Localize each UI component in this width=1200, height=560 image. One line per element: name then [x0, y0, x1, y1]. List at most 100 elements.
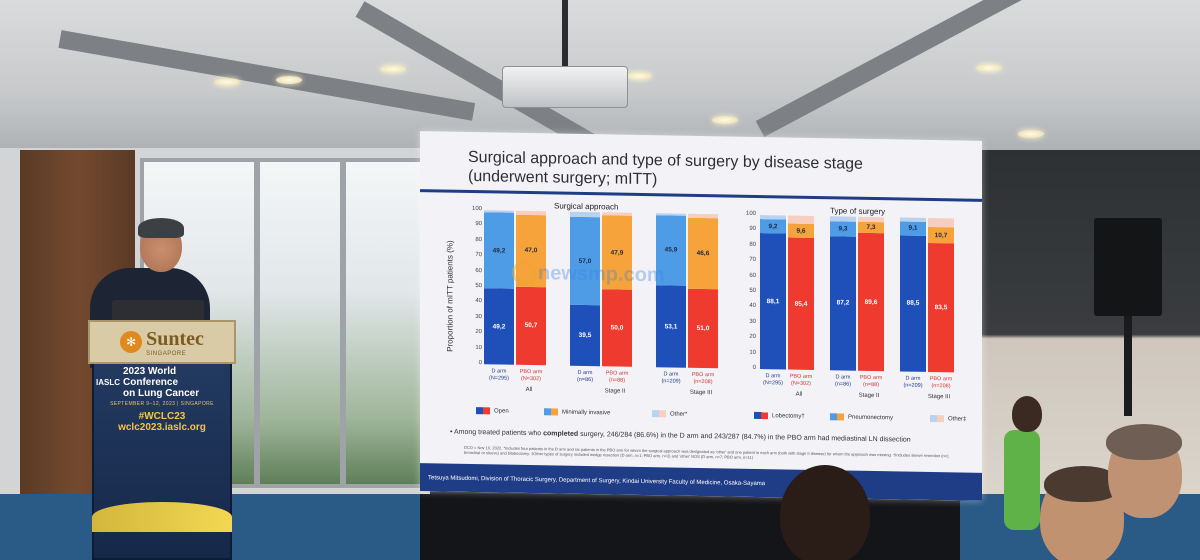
y-tick-label: 90: [749, 226, 756, 233]
x-tick-label: PBO arm (N=302): [789, 373, 813, 387]
x-tick-label: PBO arm (n=208): [929, 375, 953, 390]
legend-swatch: [652, 410, 659, 418]
y-tick-label: 0: [752, 364, 756, 371]
loudspeaker-stand: [1124, 316, 1132, 416]
bar-data-label: 9,3: [838, 225, 848, 233]
projector-mount: [562, 0, 568, 70]
chart-y-axis-label: Proportion of mITT patients (%): [445, 240, 455, 352]
legend-label: Minimally invasive: [562, 409, 611, 416]
bar-segment-other: [858, 216, 884, 222]
bar-segment-minimally-invasive: 49,2: [484, 212, 514, 289]
bar-segment-open: 50,7: [516, 286, 546, 366]
legend-label: Pneumonectomy: [848, 414, 894, 421]
bar-segment-open: 50,0: [602, 289, 632, 367]
y-tick-label: 60: [749, 272, 756, 279]
bar-data-label: 83,5: [934, 304, 948, 312]
bar-segment-pneumonectomy: 10,7: [928, 226, 954, 244]
y-tick-label: 20: [749, 334, 756, 341]
podium-swoosh: [92, 502, 232, 532]
audience-head: [780, 465, 870, 560]
bar-segment-pneumonectomy: 9,2: [760, 219, 786, 234]
legend-swatch: [830, 413, 837, 421]
legend-label: Open: [494, 407, 509, 415]
podium-brand-sub: SINGAPORE: [146, 350, 187, 357]
audience-person-green: [1004, 430, 1040, 530]
y-tick-label: 40: [749, 303, 756, 310]
legend-swatch: [754, 411, 761, 420]
x-tick-label: D arm (n=86): [576, 369, 594, 384]
legend-item: Pneumonectomy: [830, 413, 893, 421]
bar-segment-lobectomy: 89,6: [858, 232, 884, 372]
bar-data-label: 51,0: [696, 325, 710, 333]
bar-data-label: 46,6: [696, 249, 710, 258]
presenter-hair: [138, 218, 184, 238]
legend-swatch: [659, 410, 666, 418]
y-tick-label: 30: [475, 313, 482, 320]
bar-segment-lobectomy: 83,5: [928, 243, 954, 373]
loudspeaker: [1094, 218, 1162, 316]
x-group-label: Stage III: [927, 393, 951, 401]
legend-swatch: [761, 412, 768, 420]
slide-footnote-small: DCO = Nov 10, 2022. *Includes four patie…: [464, 444, 950, 460]
y-tick-label: 30: [749, 318, 756, 325]
chart-title-type-of-surgery: Type of surgery: [830, 206, 886, 217]
y-tick-label: 20: [475, 329, 482, 336]
x-tick-label: D arm (n=209): [661, 371, 681, 385]
x-group-label: All: [525, 386, 533, 394]
y-tick-label: 100: [471, 206, 482, 213]
legend-label: Lobectomy†: [772, 412, 805, 420]
y-tick-label: 80: [475, 236, 482, 243]
ceiling-light: [214, 78, 240, 86]
bar-segment-open: 49,2: [484, 288, 514, 365]
bar-segment-other: [900, 217, 926, 222]
legend-swatch: [476, 407, 483, 415]
ceiling-light: [1018, 130, 1044, 138]
ceiling-beam: [755, 0, 1047, 137]
bar-data-label: 85,4: [794, 300, 808, 308]
projector: [502, 66, 628, 108]
legend-swatch: [837, 413, 844, 421]
bar-data-label: 47,0: [524, 247, 538, 255]
y-tick-label: 70: [475, 252, 482, 259]
x-tick-label: PBO arm (N=302): [519, 368, 543, 383]
x-tick-label: PBO arm (n=88): [605, 370, 629, 384]
podium-conference-text: IASLC 2023 World Conference on Lung Canc…: [96, 366, 228, 433]
y-tick-label: 50: [749, 287, 756, 294]
x-group-label: All: [795, 391, 803, 398]
window-mullion: [340, 162, 346, 484]
y-tick-label: 70: [749, 257, 756, 264]
y-tick-label: 50: [475, 283, 482, 290]
bar-segment-other: [516, 210, 546, 215]
audience-hair: [1106, 424, 1182, 460]
legend-item: Lobectomy†: [754, 411, 805, 420]
bar-data-label: 49,2: [492, 247, 506, 255]
conference-line2: on Lung Cancer: [123, 388, 200, 399]
x-group-label: Stage III: [689, 389, 713, 397]
bar-data-label: 50,0: [610, 324, 624, 332]
bar-segment-open: 53,1: [656, 285, 686, 368]
podium-brand: Suntec: [146, 327, 204, 350]
slide-title: Surgical approach and type of surgery by…: [468, 148, 948, 194]
ceiling-light: [626, 72, 652, 80]
iaslc-label: IASLC: [96, 378, 120, 387]
bar-data-label: 88,5: [906, 299, 920, 308]
y-tick-label: 40: [475, 298, 482, 305]
bar-data-label: 9,1: [908, 224, 918, 232]
x-tick-label: D arm (N=295): [488, 368, 510, 382]
bar-segment-other: [570, 211, 600, 218]
ceiling-light: [380, 65, 406, 73]
legend-item: Open: [476, 407, 509, 415]
bar-segment-lobectomy: 87,2: [830, 235, 856, 371]
footnote-main-bold: completed: [543, 430, 579, 438]
bar-data-label: 53,1: [664, 322, 678, 331]
legend-item: Minimally invasive: [544, 408, 610, 416]
stage-skirt: [420, 494, 960, 560]
bar-segment-lobectomy: 88,1: [760, 233, 786, 370]
bar-data-label: 50,7: [524, 322, 538, 330]
y-tick-label: 100: [745, 210, 756, 217]
watermark: newsmp.com: [512, 260, 665, 288]
conference-dates: SEPTEMBER 9–12, 2023 | SINGAPORE: [110, 401, 214, 407]
legend-swatch: [551, 408, 558, 416]
bar-data-label: 10,7: [934, 231, 948, 239]
bar-data-label: 45,9: [664, 246, 678, 254]
